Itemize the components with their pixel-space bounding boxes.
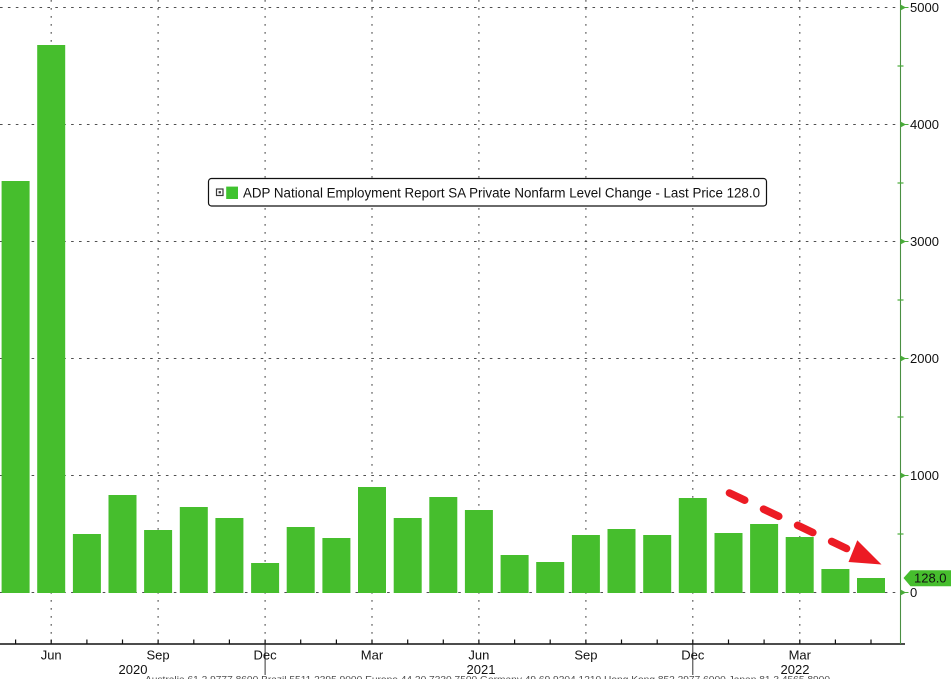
svg-text:Mar: Mar (361, 648, 384, 663)
svg-text:4000: 4000 (910, 117, 939, 132)
svg-text:0: 0 (910, 585, 917, 600)
svg-text:Mar: Mar (789, 648, 812, 663)
svg-text:1000: 1000 (910, 468, 939, 483)
svg-text:Jun: Jun (468, 648, 489, 663)
svg-text:Australia 61 2 9777 8600 Brazi: Australia 61 2 9777 8600 Brazil 5511 239… (145, 674, 830, 679)
svg-text:2020: 2020 (119, 662, 148, 677)
svg-text:Dec: Dec (254, 648, 278, 663)
svg-text:ADP National Employment Report: ADP National Employment Report SA Privat… (243, 186, 760, 202)
svg-text:128.0: 128.0 (914, 571, 947, 586)
svg-text:2021: 2021 (467, 662, 496, 677)
svg-text:2000: 2000 (910, 351, 939, 366)
svg-text:Sep: Sep (147, 648, 170, 663)
svg-text:2022: 2022 (781, 662, 810, 677)
svg-text:Jun: Jun (41, 648, 62, 663)
svg-text:5000: 5000 (910, 0, 939, 15)
svg-text:3000: 3000 (910, 234, 939, 249)
svg-text:Dec: Dec (681, 648, 705, 663)
svg-text:Sep: Sep (574, 648, 597, 663)
